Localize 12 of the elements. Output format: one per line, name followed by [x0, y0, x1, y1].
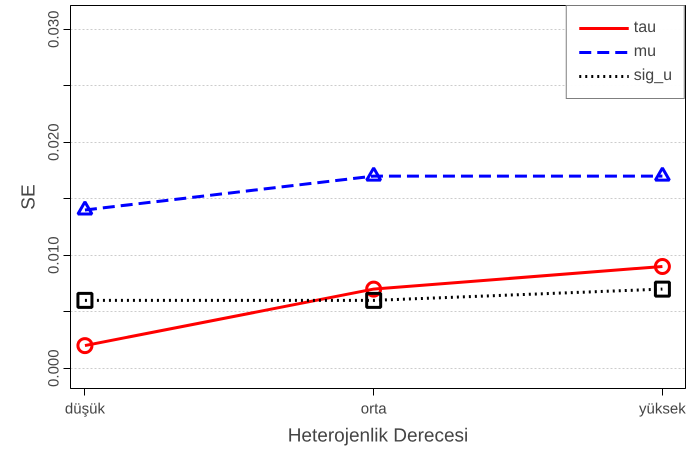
y-tick-label: 0.010	[46, 236, 62, 274]
legend-label: tau	[634, 19, 656, 37]
y-tick-label: 0.030	[46, 10, 62, 48]
x-tick-label: yüksek	[639, 400, 686, 418]
y-axis-title: SE	[18, 184, 40, 210]
legend-label: mu	[634, 43, 656, 61]
y-tick-label: 0.000	[46, 349, 62, 387]
x-axis-title: Heterojenlik Derecesi	[288, 426, 468, 446]
y-tick-label: 0.020	[46, 123, 62, 161]
x-tick-label: düşük	[64, 400, 106, 418]
legend-label: sig_u	[634, 67, 672, 85]
x-tick-label: orta	[360, 400, 388, 418]
